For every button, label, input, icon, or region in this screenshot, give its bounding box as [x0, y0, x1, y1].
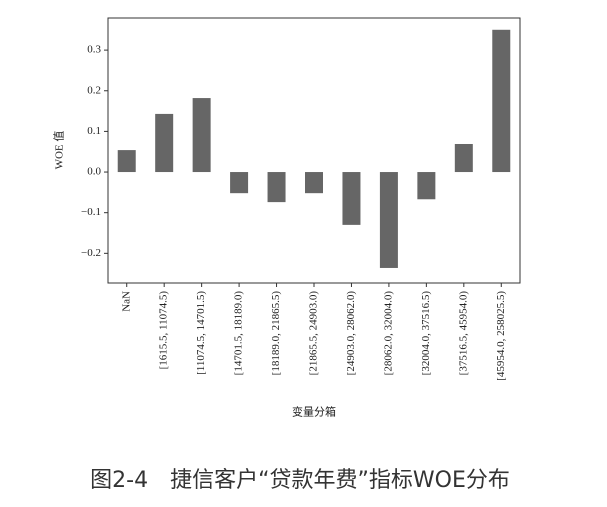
y-tick-label: 0.0	[87, 166, 101, 178]
y-tick-label: −0.2	[81, 247, 101, 259]
bar	[454, 143, 473, 173]
y-axis-label: WOE 值	[53, 131, 66, 170]
x-tick-label: [1615.5, 11074.5)	[158, 291, 170, 370]
x-tick-label: [45954.0, 258025.5)	[495, 291, 507, 381]
bar	[230, 172, 249, 194]
y-tick-label: −0.1	[81, 206, 101, 218]
y-tick-label: 0.2	[87, 84, 101, 96]
bar	[155, 113, 174, 173]
bar	[305, 172, 323, 194]
x-tick-label: [28062.0, 32004.0)	[382, 291, 394, 376]
bar	[417, 172, 436, 200]
bar	[192, 98, 211, 173]
x-tick-label: [24903.0, 28062.0)	[345, 291, 357, 376]
bar	[379, 172, 398, 268]
bar	[117, 150, 136, 173]
y-tick-label: 0.1	[87, 125, 101, 137]
x-tick-label: [32004.0, 37516.5)	[420, 291, 432, 376]
x-tick-label: [18189.0, 21865.5)	[270, 291, 282, 376]
bar	[342, 172, 361, 225]
x-axis-label: 变量分箱	[292, 405, 336, 419]
x-tick-label: [14701.5, 18189.0)	[233, 291, 245, 376]
bar	[492, 29, 511, 173]
x-tick-label: [21865.5, 24903.0)	[308, 291, 320, 376]
x-tick-label: [37516.5, 45954.0)	[457, 291, 469, 376]
y-tick-label: 0.3	[87, 44, 101, 56]
caption: 图2-4 捷信客户“贷款年费”指标WOE分布	[90, 468, 510, 493]
bar	[267, 172, 286, 203]
x-tick-label: [11074.5, 14701.5)	[195, 291, 207, 375]
x-tick-label: NaN	[120, 291, 132, 312]
